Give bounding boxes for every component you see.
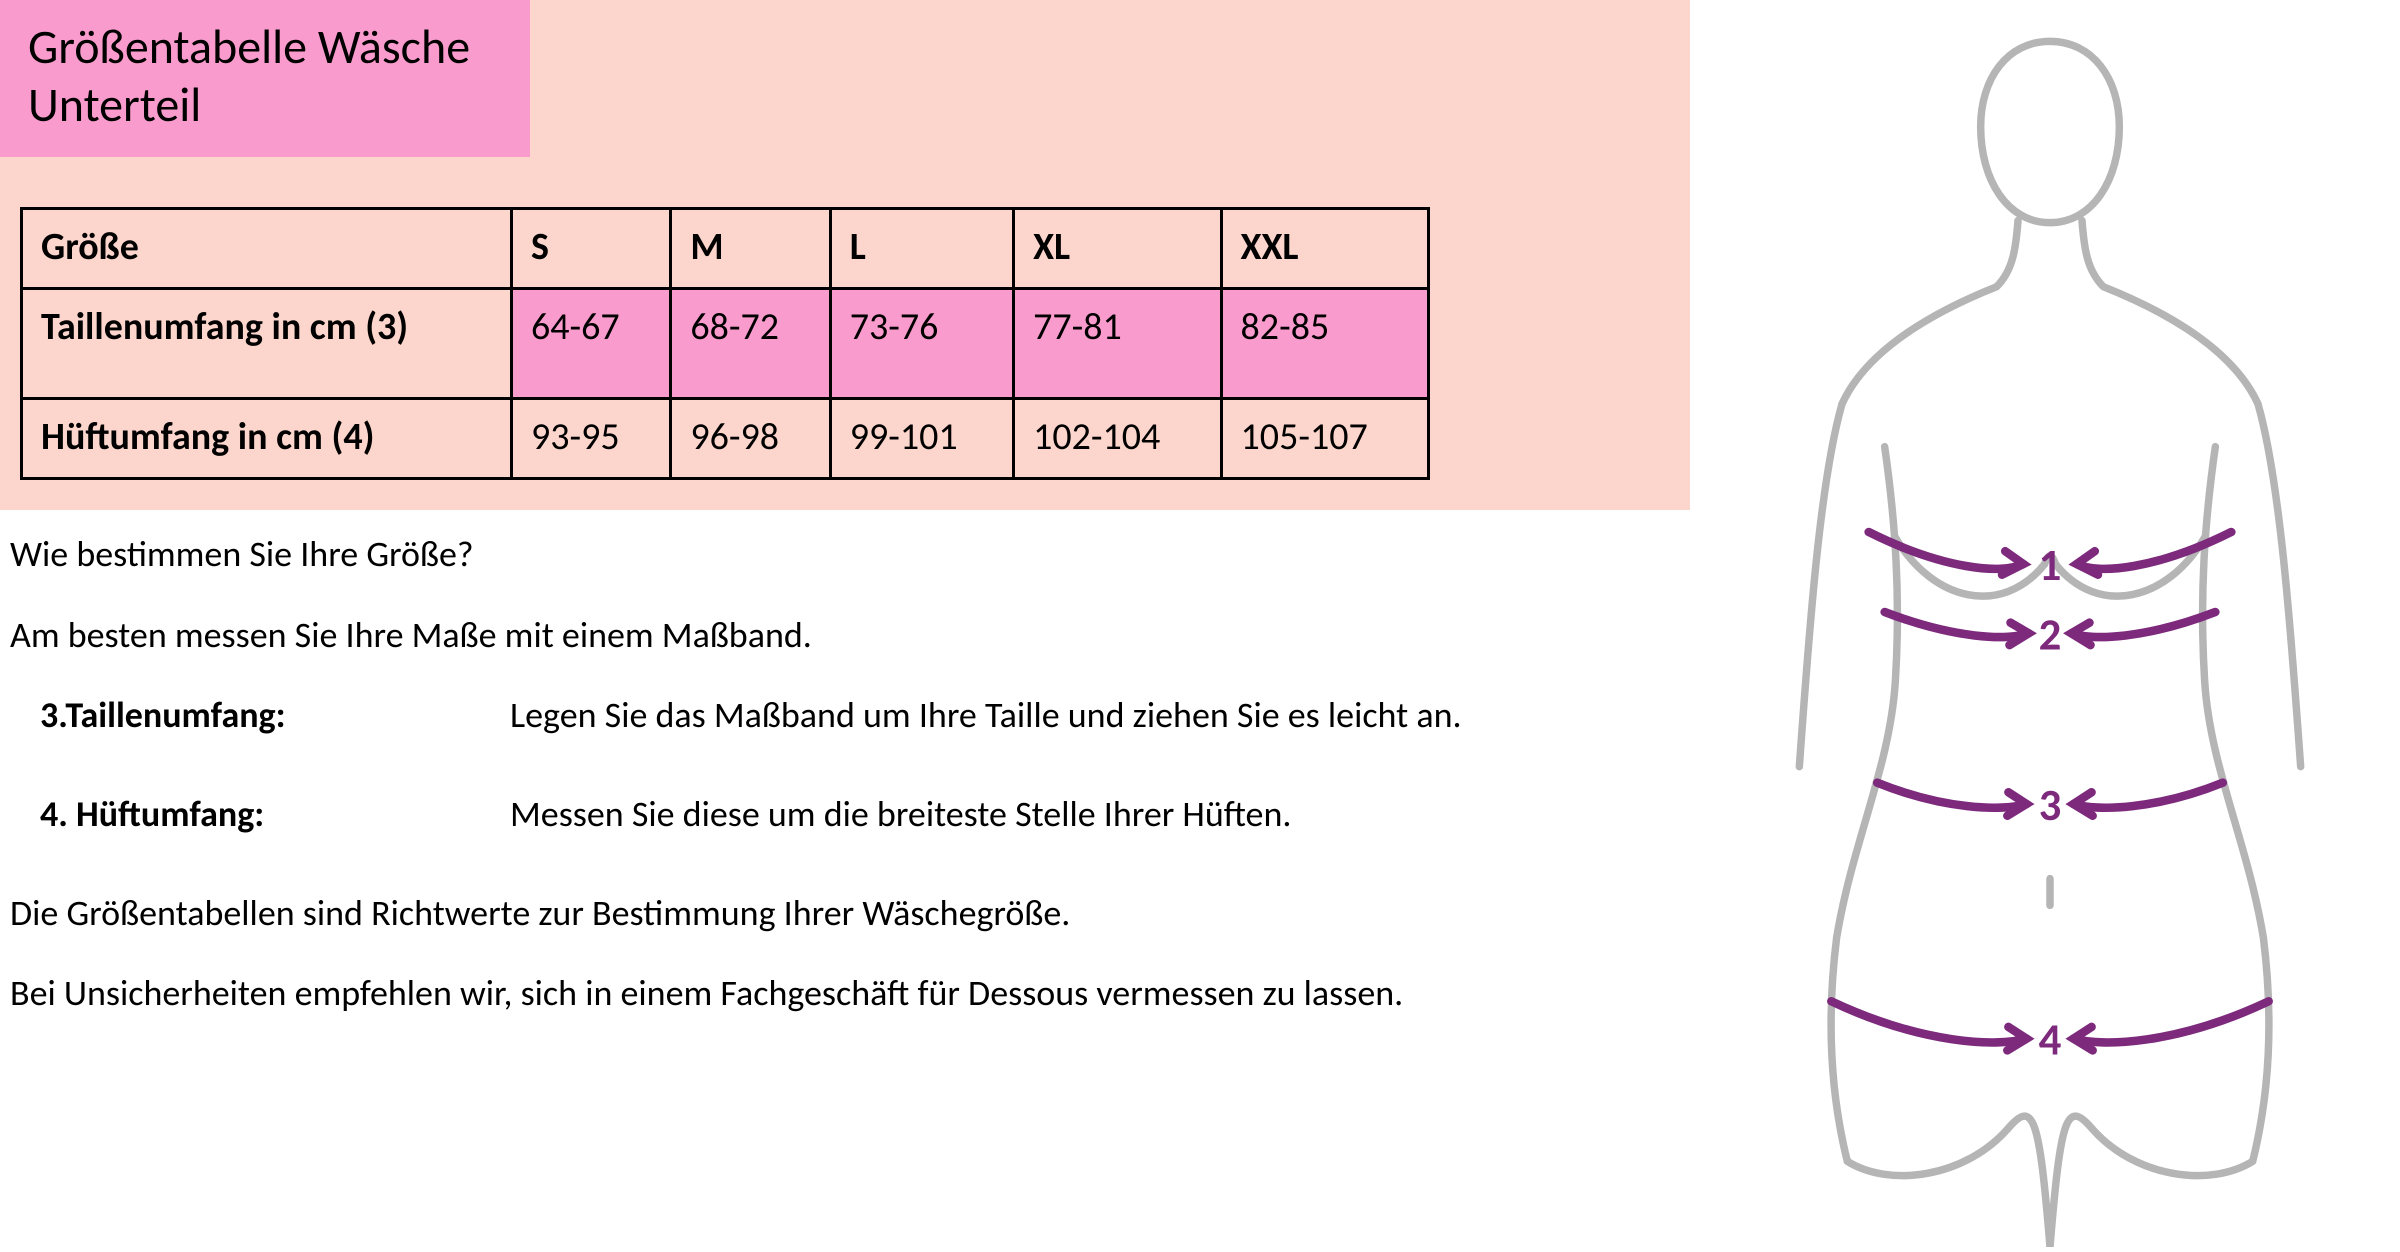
main-container: Größentabelle Wäsche Unterteil Größe S M…	[0, 0, 2400, 1252]
table-wrap: Größe S M L XL XXL Taillenumfang in cm (…	[0, 157, 1690, 480]
cell-waist-xxl: 82-85	[1221, 289, 1428, 399]
title-text: Größentabelle Wäsche Unterteil	[28, 17, 470, 134]
table-header-row: Größe S M L XL XXL	[22, 209, 1429, 289]
th-xxl: XXL	[1221, 209, 1428, 289]
th-xl: XL	[1014, 209, 1221, 289]
figure-label-1: 1	[2039, 538, 2062, 593]
row-label-hip: Hüftumfang in cm (4)	[22, 399, 512, 479]
instruction-row-3: 3.Taillenumfang: Legen Sie das Maßband u…	[10, 691, 1680, 740]
title-box: Größentabelle Wäsche Unterteil	[0, 0, 530, 157]
cell-hip-xl: 102-104	[1014, 399, 1221, 479]
th-s: S	[512, 209, 671, 289]
th-l: L	[830, 209, 1013, 289]
cell-waist-xl: 77-81	[1014, 289, 1221, 399]
intro-question: Wie bestimmen Sie Ihre Größe?	[10, 530, 1680, 579]
cell-hip-m: 96-98	[671, 399, 830, 479]
instruction-text-3: Legen Sie das Maßband um Ihre Taille und…	[510, 691, 1680, 740]
footer-text-1: Die Größentabellen sind Richtwerte zur B…	[10, 889, 1680, 938]
cell-hip-xxl: 105-107	[1221, 399, 1428, 479]
table-row-hip: Hüftumfang in cm (4) 93-95 96-98 99-101 …	[22, 399, 1429, 479]
intro-tip: Am besten messen Sie Ihre Maße mit einem…	[10, 611, 1680, 660]
left-section: Größentabelle Wäsche Unterteil Größe S M…	[0, 0, 1730, 1252]
figure-label-4: 4	[2039, 1013, 2062, 1068]
size-table: Größe S M L XL XXL Taillenumfang in cm (…	[20, 207, 1430, 480]
cell-waist-m: 68-72	[671, 289, 830, 399]
cell-hip-l: 99-101	[830, 399, 1013, 479]
pink-panel: Größentabelle Wäsche Unterteil Größe S M…	[0, 0, 1690, 510]
instruction-text-4: Messen Sie diese um die breiteste Stelle…	[510, 790, 1680, 839]
figure-label-3: 3	[2039, 778, 2062, 833]
cell-hip-s: 93-95	[512, 399, 671, 479]
row-label-waist: Taillenumfang in cm (3)	[22, 289, 512, 399]
th-m: M	[671, 209, 830, 289]
cell-waist-s: 64-67	[512, 289, 671, 399]
right-section: 1 2 3 4	[1730, 0, 2400, 1252]
text-block: Wie bestimmen Sie Ihre Größe? Am besten …	[0, 510, 1690, 1018]
footer-text-2: Bei Unsicherheiten empfehlen wir, sich i…	[10, 969, 1680, 1018]
cell-waist-l: 73-76	[830, 289, 1013, 399]
instruction-row-4: 4. Hüftumfang: Messen Sie diese um die b…	[10, 790, 1680, 839]
body-figure-icon: 1 2 3 4	[1730, 20, 2370, 1247]
instruction-label-3: 3.Taillenumfang:	[40, 691, 510, 740]
table-row-waist: Taillenumfang in cm (3) 64-67 68-72 73-7…	[22, 289, 1429, 399]
th-size: Größe	[22, 209, 512, 289]
figure-label-2: 2	[2039, 607, 2062, 662]
instruction-label-4: 4. Hüftumfang:	[40, 790, 510, 839]
